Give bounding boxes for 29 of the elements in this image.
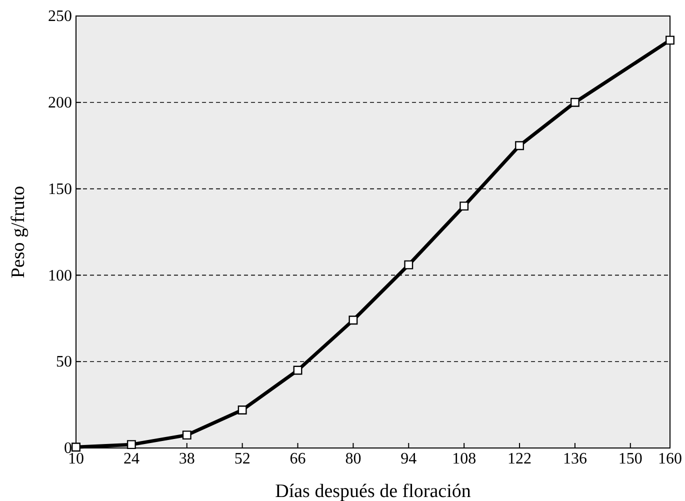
x-tick-label: 160 bbox=[658, 450, 682, 468]
x-tick-label: 136 bbox=[562, 450, 587, 468]
y-tick-label: 150 bbox=[48, 180, 72, 198]
point bbox=[348, 316, 358, 325]
point bbox=[404, 260, 414, 270]
x-axis-title: Días después de floración bbox=[275, 481, 472, 501]
x-tick-label: 66 bbox=[290, 450, 306, 468]
x-tick-label: 24 bbox=[123, 450, 140, 468]
x-tick-label: 150 bbox=[618, 450, 642, 468]
x-tick-label: 80 bbox=[345, 450, 362, 468]
y-axis-title: Peso g/fruto bbox=[8, 186, 29, 278]
point bbox=[238, 406, 247, 414]
point bbox=[293, 366, 302, 375]
x-tick-label: 122 bbox=[508, 450, 532, 468]
point bbox=[515, 141, 524, 150]
x-tick-label: 94 bbox=[400, 450, 417, 468]
point bbox=[570, 98, 580, 107]
x-tick-label: 52 bbox=[234, 450, 250, 468]
y-tick-label: 100 bbox=[48, 267, 72, 284]
point bbox=[666, 36, 674, 45]
y-tick-label: 250 bbox=[48, 8, 72, 26]
point bbox=[182, 430, 192, 440]
x-tick-label: 38 bbox=[178, 450, 195, 468]
point bbox=[126, 440, 136, 450]
y-tick-label: 50 bbox=[56, 354, 72, 371]
x-tick-label: 108 bbox=[452, 450, 476, 468]
y-tick-label: 200 bbox=[48, 94, 72, 112]
point bbox=[460, 202, 469, 211]
point bbox=[72, 442, 80, 452]
